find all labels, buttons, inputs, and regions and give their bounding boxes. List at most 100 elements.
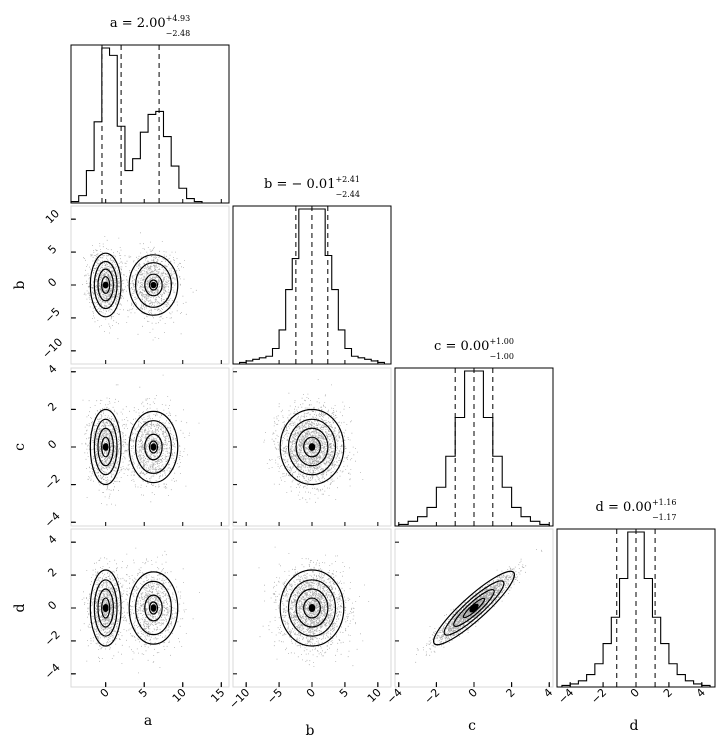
panel-frame-a <box>70 44 230 204</box>
contour-c-d-level-0-comp-0 <box>432 570 516 646</box>
x-tick-label-a-0: 0 <box>98 686 112 700</box>
contour-c-d-level-3-comp-0 <box>462 597 486 619</box>
contour-b-d-level-3-comp-0 <box>303 597 321 619</box>
contour-b-c-level-1-comp-0 <box>287 418 337 476</box>
x-tick-label-b-0: −10 <box>227 686 253 712</box>
scatter-points-b-c <box>263 379 364 503</box>
contour-a-d-level-2-comp-1 <box>144 594 163 622</box>
y-tick-label-b-4: 10 <box>43 207 62 226</box>
contour-a-b-level-0-comp-1 <box>128 254 179 316</box>
density-core-a-d-1 <box>150 604 157 612</box>
y-tick-label-d-3: 2 <box>45 566 59 580</box>
title-minus-a: −2.48 <box>166 29 191 38</box>
x-tick-label-c-2: 0 <box>466 686 480 700</box>
contour-b-d-level-1-comp-0 <box>287 579 337 637</box>
contour-a-b-level-1-comp-0 <box>93 260 118 310</box>
title-d: d = 0.00+1.16 <box>596 498 677 515</box>
x-tick-label-d-0: −4 <box>556 686 577 707</box>
y-tick-label-c-0: −4 <box>42 509 63 530</box>
density-core-c-d-0 <box>469 603 479 613</box>
contour-a-c-level-0-comp-0 <box>89 408 122 486</box>
scatter-points-c-d <box>415 549 543 663</box>
x-tick-label-d-3: 2 <box>661 686 675 700</box>
contour-c-d-level-2-comp-0 <box>453 589 495 627</box>
histogram-b: b = − 0.01+2.41−2.44 <box>232 175 392 365</box>
panel-frame-d <box>556 528 716 688</box>
contour-a-c-level-3-comp-1 <box>148 440 159 454</box>
contour-b-c-level-2-comp-0 <box>295 427 329 467</box>
x-axis-label-a: a <box>144 713 152 729</box>
y-tick-label-b-0: −10 <box>40 336 66 362</box>
density-core-a-b-0 <box>102 281 109 289</box>
x-axis-label-b: b <box>306 723 315 739</box>
x-tick-label-c-0: −4 <box>384 686 405 707</box>
contour-a-b-level-3-comp-0 <box>101 276 111 294</box>
x-tick-label-a-1: 5 <box>136 686 150 700</box>
y-tick-label-d-0: −4 <box>42 661 63 682</box>
histogram-c: c = 0.00+1.00−1.00 <box>394 337 554 527</box>
contour-a-d-level-1-comp-1 <box>134 580 172 636</box>
contour-a-b-level-2-comp-1 <box>144 273 163 297</box>
x-tick-label-b-2: 0 <box>304 686 318 700</box>
y-axis-label-c: c <box>12 443 28 451</box>
y-tick-label-c-1: −2 <box>42 472 63 493</box>
y-tick-label-d-1: −2 <box>42 628 63 649</box>
contour-a-d-level-3-comp-1 <box>148 601 159 615</box>
x-tick-label-b-4: 10 <box>365 686 384 705</box>
x-tick-label-a-2: 10 <box>170 686 189 705</box>
title-a: a = 2.00+4.93 <box>110 14 190 31</box>
panel-a-c <box>70 367 230 527</box>
y-tick-label-c-4: 4 <box>45 362 59 376</box>
contour-a-c-level-2-comp-0 <box>97 427 114 467</box>
density-core-a-c-1 <box>150 443 157 451</box>
contour-b-c-level-0-comp-0 <box>279 408 345 486</box>
histogram-step-a <box>70 47 203 203</box>
histogram-step-c <box>398 370 550 526</box>
contour-a-c-level-3-comp-0 <box>101 436 111 458</box>
contour-a-b-level-0-comp-0 <box>89 252 122 318</box>
x-tick-label-d-4: 4 <box>694 686 708 700</box>
density-core-b-c-0 <box>308 443 316 451</box>
contour-a-c-level-0-comp-1 <box>128 410 179 484</box>
histogram-a: a = 2.00+4.93−2.48 <box>70 14 230 204</box>
y-tick-label-c-3: 2 <box>45 400 59 414</box>
panel-a-d <box>70 528 230 688</box>
y-tick-label-b-2: 0 <box>45 275 59 289</box>
y-tick-label-d-4: 4 <box>45 533 59 547</box>
contour-b-d-level-2-comp-0 <box>295 588 329 628</box>
panel-c-d <box>394 528 554 688</box>
panel-a-b <box>70 205 230 365</box>
title-c: c = 0.00+1.00 <box>434 337 514 354</box>
density-core-a-b-1 <box>150 281 157 289</box>
y-axis-label-b: b <box>12 280 28 289</box>
y-tick-label-d-2: 0 <box>45 598 59 612</box>
panel-frame-b <box>232 205 392 365</box>
contour-a-d-level-0-comp-0 <box>89 569 122 647</box>
panel-b-d <box>232 528 392 688</box>
contour-a-c-level-1-comp-1 <box>134 420 172 474</box>
contour-a-d-level-0-comp-1 <box>128 571 179 645</box>
x-tick-label-b-1: −5 <box>265 686 286 707</box>
y-tick-label-c-2: 0 <box>45 437 59 451</box>
contour-a-c-level-1-comp-0 <box>93 418 118 476</box>
contour-a-d-level-3-comp-0 <box>101 597 111 619</box>
density-core-a-d-0 <box>102 604 109 612</box>
title-minus-b: −2.44 <box>335 190 360 199</box>
x-axis-label-c: c <box>468 718 476 734</box>
y-axis-label-d: d <box>12 603 28 612</box>
x-tick-label-d-1: −2 <box>589 686 610 707</box>
title-minus-c: −1.00 <box>489 352 514 361</box>
histogram-d: d = 0.00+1.16−1.17 <box>556 498 716 688</box>
histogram-step-d <box>561 531 711 687</box>
x-axis-label-d: d <box>630 718 639 734</box>
panel-frame-c <box>394 367 554 527</box>
title-minus-d: −1.17 <box>652 513 677 522</box>
contour-a-b-level-1-comp-1 <box>134 262 172 308</box>
x-tick-label-c-3: 2 <box>504 686 518 700</box>
y-tick-label-b-3: 5 <box>45 243 59 257</box>
x-tick-label-c-1: −2 <box>422 686 443 707</box>
contour-a-c-level-2-comp-1 <box>144 433 163 461</box>
x-tick-label-d-2: 0 <box>628 686 642 700</box>
title-b: b = − 0.01+2.41 <box>264 175 360 192</box>
contour-a-b-level-3-comp-1 <box>148 279 159 291</box>
